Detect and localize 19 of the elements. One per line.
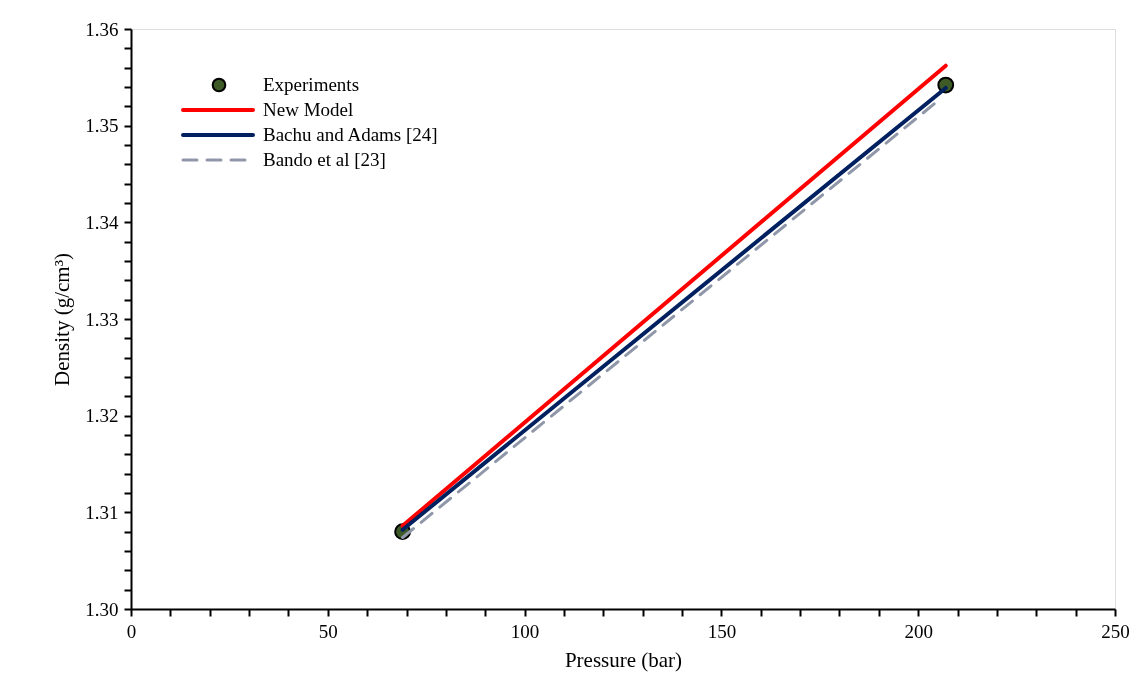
y-tick-label: 1.36 [85, 18, 119, 40]
legend-label: Experiments [263, 74, 360, 95]
x-tick-label: 0 [126, 620, 137, 642]
legend-label: Bachu and Adams [24] [263, 124, 438, 145]
y-axis-title: Density (g/cm³) [50, 253, 75, 386]
x-tick-label: 200 [904, 620, 933, 642]
x-axis-title: Pressure (bar) [564, 647, 683, 672]
y-tick-label: 1.30 [85, 598, 119, 620]
x-tick-label: 50 [318, 620, 338, 642]
x-tick-label: 250 [1101, 620, 1130, 642]
legend-label: New Model [263, 99, 354, 120]
legend-label: Bando et al [23] [263, 149, 386, 170]
x-tick-label: 150 [707, 620, 737, 642]
y-tick-label: 1.33 [85, 308, 119, 330]
y-tick-label: 1.31 [85, 501, 119, 523]
y-tick-label: 1.35 [85, 115, 119, 137]
x-tick-label: 100 [510, 620, 540, 642]
y-tick-label: 1.32 [85, 405, 119, 427]
y-tick-label: 1.34 [85, 211, 119, 233]
